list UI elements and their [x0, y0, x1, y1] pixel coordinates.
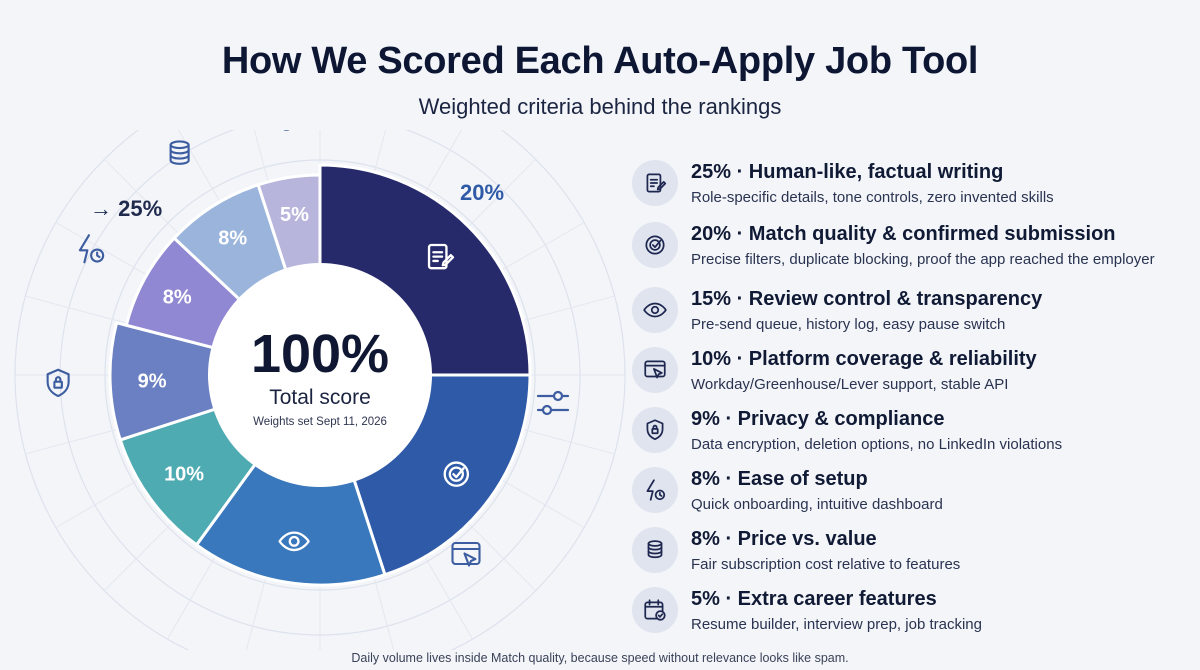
outer-label-match: 20% [460, 180, 504, 205]
criteria-item: 10% · Platform coverage & reliability Wo… [632, 343, 1192, 403]
criteria-item: 8% · Ease of setup Quick onboarding, int… [632, 463, 1192, 523]
criteria-description: Role-specific details, tone controls, ze… [691, 189, 1054, 206]
criteria-icon-badge [632, 160, 678, 206]
target-check-icon [645, 235, 665, 255]
criteria-item: 9% · Privacy & compliance Data encryptio… [632, 403, 1192, 463]
document-edit-icon [646, 173, 667, 193]
slice-label: 5% [280, 204, 309, 226]
criteria-icon-badge [632, 527, 678, 573]
criteria-heading: 25% · Human-like, factual writing [691, 161, 1004, 183]
criteria-icon-badge [632, 407, 678, 453]
criteria-icon-badge [632, 467, 678, 513]
criteria-item: 20% · Match quality & confirmed submissi… [632, 218, 1192, 278]
coins-icon [647, 540, 663, 559]
criteria-description: Fair subscription cost relative to featu… [691, 556, 961, 573]
eye-icon [278, 531, 310, 552]
bolt-clock-icon [646, 479, 666, 501]
criteria-description: Workday/Greenhouse/Lever support, stable… [691, 376, 1009, 393]
center-label: Total score [269, 386, 371, 409]
sliders-icon [536, 390, 570, 416]
criteria-icon-badge [632, 287, 678, 333]
criteria-heading: 20% · Match quality & confirmed submissi… [691, 223, 1116, 245]
coins-icon [169, 140, 190, 165]
eye-icon [643, 302, 667, 318]
slice-label: 10% [164, 464, 204, 486]
bolt-clock-icon [78, 234, 105, 264]
criteria-heading: 8% · Ease of setup [691, 468, 868, 490]
center-hole [208, 263, 432, 487]
criteria-icon-badge [632, 222, 678, 268]
shield-lock-icon [46, 368, 70, 398]
criteria-item: 25% · Human-like, factual writing Role-s… [632, 156, 1192, 216]
criteria-heading: 5% · Extra career features [691, 588, 937, 610]
criteria-icon-badge [632, 587, 678, 633]
footer-note: Daily volume lives inside Match quality,… [351, 651, 849, 665]
target-check-icon [443, 461, 470, 487]
center-note: Weights set Sept 11, 2026 [253, 416, 387, 428]
document-edit-icon [427, 243, 455, 270]
criteria-description: Quick onboarding, intuitive dashboard [691, 496, 943, 513]
criteria-description: Pre-send queue, history log, easy pause … [691, 316, 1006, 333]
shield-lock-icon [646, 419, 664, 441]
slice-label: 9% [138, 370, 167, 392]
page-title: How We Scored Each Auto-Apply Job Tool [221, 40, 979, 82]
criteria-heading: 9% · Privacy & compliance [691, 408, 945, 430]
criteria-heading: 15% · Review control & transparency [691, 288, 1043, 310]
slice-label: 8% [218, 227, 247, 249]
criteria-item: 8% · Price vs. value Fair subscription c… [632, 523, 1192, 583]
criteria-description: Resume builder, interview prep, job trac… [691, 616, 982, 633]
slice-label: 8% [163, 286, 192, 308]
center-value: 100% [251, 324, 389, 384]
criteria-heading: 8% · Price vs. value [691, 528, 877, 550]
criteria-icon-badge [632, 347, 678, 393]
outer-icons [46, 130, 570, 567]
criteria-item: 5% · Extra career features Resume builde… [632, 583, 1192, 643]
criteria-heading: 10% · Platform coverage & reliability [691, 348, 1037, 370]
calendar-check-icon [644, 599, 666, 621]
donut-chart: 10% 9% 8% 8% 5% 100% Total score Weights set… [14, 130, 626, 650]
criteria-item: 15% · Review control & transparency Pre-… [632, 283, 1192, 343]
outer-label-writing: → 25% [90, 196, 162, 221]
browser-cursor-icon [451, 541, 481, 567]
page-subtitle: Weighted criteria behind the rankings [418, 94, 782, 119]
criteria-description: Precise filters, duplicate blocking, pro… [691, 251, 1155, 268]
criteria-description: Data encryption, deletion options, no Li… [691, 436, 1063, 453]
browser-cursor-icon [644, 360, 666, 379]
